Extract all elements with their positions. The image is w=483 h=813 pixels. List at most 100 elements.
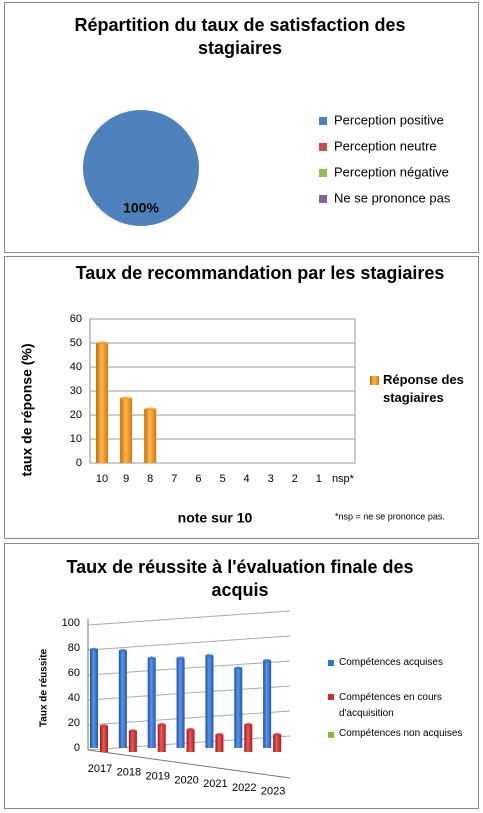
bar-top xyxy=(128,729,137,733)
legend-label: Ne se prononce pas xyxy=(334,190,451,205)
x-tick-label: 10 xyxy=(96,473,108,485)
bar xyxy=(273,734,282,752)
y-tick-label: 10 xyxy=(70,433,82,445)
grid-line xyxy=(87,710,291,726)
x-tick-label: 2 xyxy=(292,473,298,485)
x-tick-label: 4 xyxy=(244,473,250,485)
x-tick-label: 2020 xyxy=(174,774,198,786)
y-tick-label: 60 xyxy=(70,313,82,325)
bar-top xyxy=(176,656,185,660)
x-tick-label: 2018 xyxy=(117,767,141,779)
bar-top xyxy=(205,654,214,657)
x-tick-label: 2023 xyxy=(261,786,285,798)
bar xyxy=(90,649,98,748)
bar-top xyxy=(100,724,108,728)
pie-slice xyxy=(83,110,199,226)
legend-swatch xyxy=(370,376,379,385)
bar-top xyxy=(263,659,272,662)
legend-swatch xyxy=(319,169,327,177)
x-tick-label: 2022 xyxy=(232,782,256,794)
legend-label: Compétences acquises xyxy=(339,657,443,668)
legend-swatch xyxy=(328,732,334,738)
legend-swatch xyxy=(319,195,327,203)
bar xyxy=(100,725,108,752)
bar-top xyxy=(186,728,195,731)
legend-swatch xyxy=(328,660,334,666)
y-axis-label: Taux de réussite xyxy=(39,648,50,727)
bar-top xyxy=(144,407,157,411)
bar xyxy=(120,398,133,463)
bar xyxy=(144,409,157,463)
y-tick-label: 40 xyxy=(70,361,82,373)
bar xyxy=(96,343,109,463)
bar xyxy=(205,655,214,748)
legend-label: Perception neutre xyxy=(334,138,437,153)
bar-top xyxy=(147,656,156,660)
grid-line xyxy=(87,660,291,676)
x-tick-label: 6 xyxy=(195,473,201,485)
x-tick-label: 2021 xyxy=(203,778,227,790)
bar xyxy=(147,658,156,748)
legend-label: Réponse des stagiaires xyxy=(383,372,464,405)
axis xyxy=(87,749,291,779)
grid-line xyxy=(87,610,291,626)
chart-title: Taux de recommandation par les stagiaire… xyxy=(76,263,445,283)
y-tick-label: 0 xyxy=(76,457,82,469)
bar-top xyxy=(244,723,253,726)
bar xyxy=(128,730,137,752)
x-tick-label: 5 xyxy=(219,473,225,485)
bar-top xyxy=(118,649,127,652)
panel xyxy=(4,2,479,253)
bar-top xyxy=(120,396,133,400)
y-tick-label: 30 xyxy=(70,385,82,397)
bar-top xyxy=(215,733,224,736)
chart-title: Taux de réussite à l'évaluation finale d… xyxy=(66,557,414,600)
x-tick-label: 9 xyxy=(123,473,129,485)
y-tick-label: 50 xyxy=(70,337,82,349)
y-axis-label: taux de réponse (%) xyxy=(19,343,35,476)
x-tick-label: nsp* xyxy=(332,473,355,485)
x-tick-label: 2019 xyxy=(145,771,169,783)
bar xyxy=(263,660,272,748)
footnote: *nsp = ne se prononce pas. xyxy=(335,511,445,521)
panel xyxy=(4,543,479,809)
grid-line xyxy=(87,685,291,701)
y-tick-label: 80 xyxy=(68,642,80,654)
legend-swatch xyxy=(319,143,327,151)
legend-label: Perception négative xyxy=(334,164,449,179)
chart-title: Répartition du taux de satisfaction des … xyxy=(74,15,406,58)
x-axis-label: note sur 10 xyxy=(178,510,253,526)
legend-swatch xyxy=(319,117,327,125)
y-tick-label: 60 xyxy=(68,667,80,679)
bar xyxy=(186,729,195,752)
data-label: 100% xyxy=(123,199,159,215)
x-tick-label: 1 xyxy=(316,473,322,485)
legend-label: Compétences en cours d'acquisition xyxy=(339,692,442,719)
y-tick-label: 0 xyxy=(74,742,80,754)
bar xyxy=(157,724,166,752)
grid-line xyxy=(87,635,291,651)
bar xyxy=(176,658,185,748)
bar-top xyxy=(96,341,109,345)
bar xyxy=(118,650,127,748)
bar-top xyxy=(273,733,282,736)
y-tick-label: 20 xyxy=(68,717,80,729)
legend-swatch xyxy=(328,694,334,700)
y-tick-label: 100 xyxy=(62,617,80,629)
legend-label: Perception positive xyxy=(334,112,444,127)
x-tick-label: 3 xyxy=(268,473,274,485)
bar xyxy=(234,668,243,748)
bar-top xyxy=(157,723,166,726)
bar xyxy=(215,734,224,752)
bar xyxy=(244,724,253,752)
x-tick-label: 8 xyxy=(147,473,153,485)
panel xyxy=(4,256,479,539)
bar-top xyxy=(90,647,98,651)
legend-label: Compétences non acquises xyxy=(339,728,463,739)
x-tick-label: 7 xyxy=(171,473,177,485)
y-tick-label: 40 xyxy=(68,692,80,704)
y-tick-label: 20 xyxy=(70,409,82,421)
x-tick-label: 2017 xyxy=(88,763,112,775)
